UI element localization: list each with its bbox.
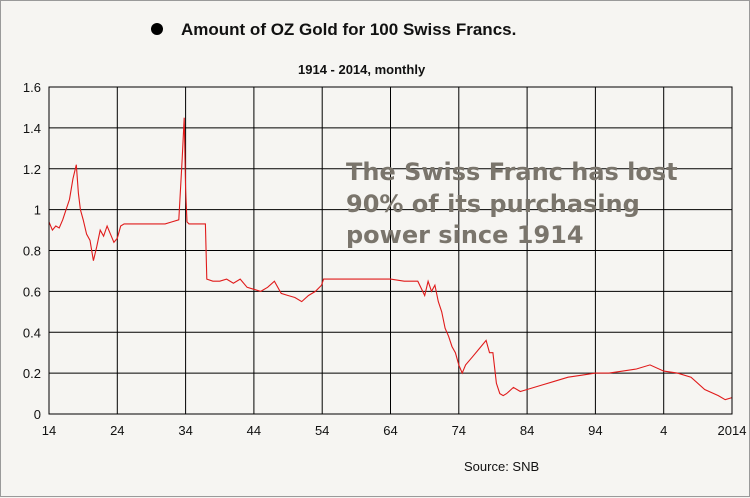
legend-marker	[151, 23, 163, 35]
source-note: Source: SNB	[464, 459, 539, 474]
x-tick-label: 2014	[718, 423, 747, 438]
y-tick-label: 1.6	[23, 80, 41, 95]
x-tick-label: 84	[520, 423, 534, 438]
y-tick-label: 0.8	[23, 244, 41, 259]
x-tick-label: 54	[315, 423, 329, 438]
y-tick-label: 1	[34, 203, 41, 218]
annotation-line-2: 90% of its purchasing	[346, 190, 640, 218]
plot-area-border	[48, 86, 733, 415]
annotation-line-3: power since 1914	[346, 221, 584, 249]
chart-subtitle: 1914 - 2014, monthly	[298, 62, 426, 77]
y-tick-label: 0.2	[23, 366, 41, 381]
y-tick-label: 1.4	[23, 121, 41, 136]
x-tick-label: 14	[42, 423, 56, 438]
x-tick-label: 64	[383, 423, 397, 438]
x-axis-ticks: 14 24 34 44 54 64 74 84 94 4 2014	[42, 423, 747, 438]
annotation-line-1: The Swiss Franc has lost	[346, 158, 678, 186]
x-tick-label: 74	[452, 423, 466, 438]
x-tick-label: 34	[178, 423, 192, 438]
x-tick-label: 24	[110, 423, 124, 438]
grid	[49, 87, 732, 414]
y-tick-label: 0.4	[23, 325, 41, 340]
x-tick-label: 4	[660, 423, 667, 438]
chart-title: Amount of OZ Gold for 100 Swiss Francs.	[181, 20, 516, 39]
x-tick-label: 44	[247, 423, 261, 438]
y-tick-label: 0	[34, 407, 41, 422]
y-tick-label: 1.2	[23, 162, 41, 177]
y-tick-label: 0.6	[23, 284, 41, 299]
series-line	[48, 117, 733, 401]
y-axis-ticks: 0 0.2 0.4 0.6 0.8 1 1.2 1.4 1.6	[23, 80, 41, 422]
x-tick-label: 94	[588, 423, 602, 438]
